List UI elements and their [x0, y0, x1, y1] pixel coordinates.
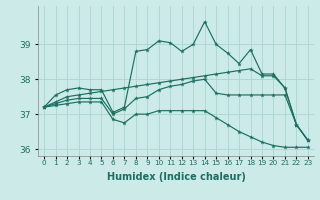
X-axis label: Humidex (Indice chaleur): Humidex (Indice chaleur) [107, 172, 245, 182]
